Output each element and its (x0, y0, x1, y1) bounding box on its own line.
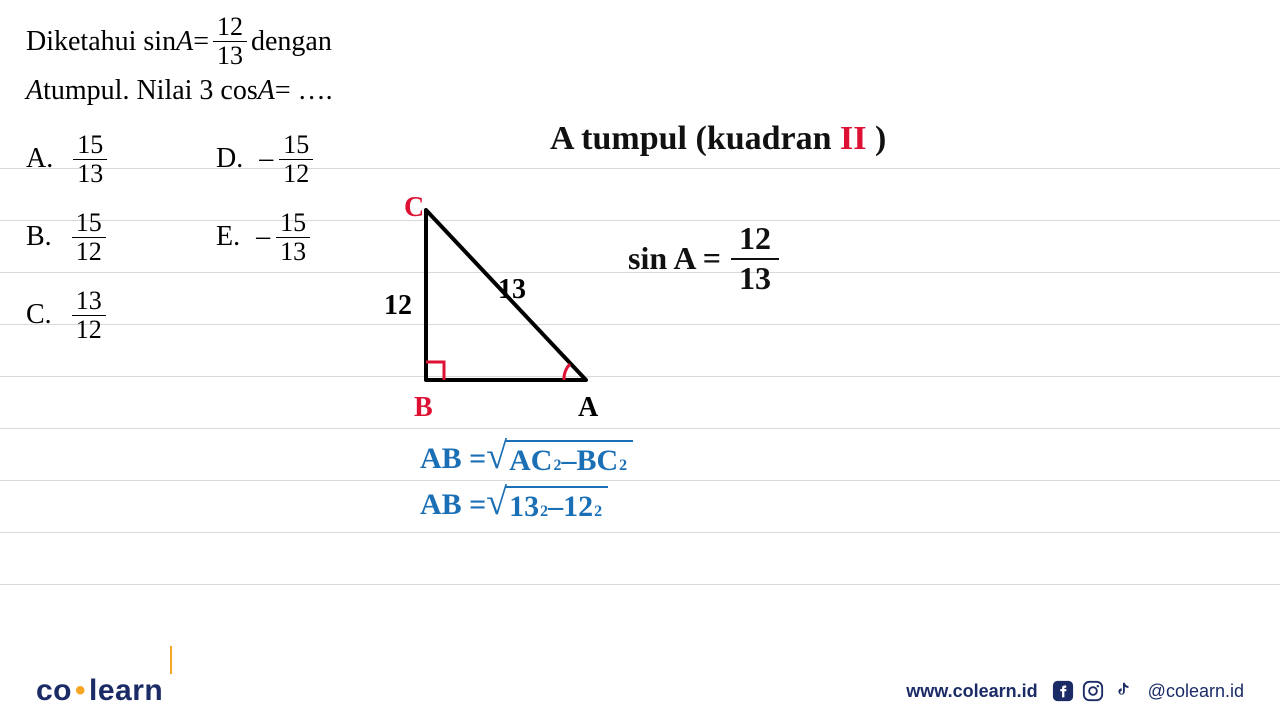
footer: co•learn www.colearn.id @colearn.id (0, 662, 1280, 720)
problem-l2b: tumpul. Nilai 3 cos (43, 75, 258, 107)
option-D: D. – 1512 (216, 132, 406, 187)
problem-l2d: = …. (275, 75, 333, 107)
sqrt-icon: √ (486, 486, 507, 518)
ruled-line (0, 376, 1280, 377)
ruled-line (0, 584, 1280, 585)
footer-handle: @colearn.id (1148, 681, 1244, 702)
page: Diketahui sin A = 12 13 dengan A tumpul.… (0, 0, 1280, 720)
label-A: A (578, 392, 598, 424)
ruled-line (0, 532, 1280, 533)
tiktok-icon (1112, 680, 1134, 702)
problem-pre: Diketahui sin (26, 26, 176, 58)
problem-A2: A (26, 75, 43, 107)
facebook-icon (1052, 680, 1074, 702)
ab-line2: AB = √ 132 – 122 (420, 486, 608, 524)
option-A: A. 1513 (26, 132, 216, 187)
ruled-line (0, 480, 1280, 481)
logo: co•learn (36, 674, 163, 708)
label-B: B (414, 392, 433, 424)
options: A. 1513 D. – 1512 B. 1512 E. – 1513 C. (26, 120, 406, 354)
problem-A1: A (176, 26, 193, 58)
ruled-line (0, 428, 1280, 429)
option-E: E. – 1513 (216, 210, 406, 265)
sqrt-icon: √ (486, 440, 507, 472)
option-C: C. 1312 (26, 288, 216, 343)
footer-url: www.colearn.id (906, 681, 1037, 702)
side-bc: 12 (384, 290, 412, 322)
problem-text: Diketahui sin A = 12 13 dengan A tumpul.… (26, 14, 333, 107)
option-B: B. 1512 (26, 210, 216, 265)
sinA-eq: sin A = 12 13 (628, 220, 779, 297)
label-C: C (404, 192, 424, 224)
side-ca: 13 (498, 274, 526, 306)
hand-title: A tumpul (kuadran II ) (550, 120, 886, 158)
problem-eq: = (193, 26, 209, 58)
footer-right: www.colearn.id @colearn.id (906, 680, 1244, 702)
instagram-icon (1082, 680, 1104, 702)
problem-frac: 12 13 (213, 14, 247, 69)
ab-line1: AB = √ AC2 – BC2 (420, 440, 633, 478)
problem-A3: A (258, 75, 275, 107)
problem-post: dengan (251, 26, 332, 58)
social-icons (1052, 680, 1134, 702)
